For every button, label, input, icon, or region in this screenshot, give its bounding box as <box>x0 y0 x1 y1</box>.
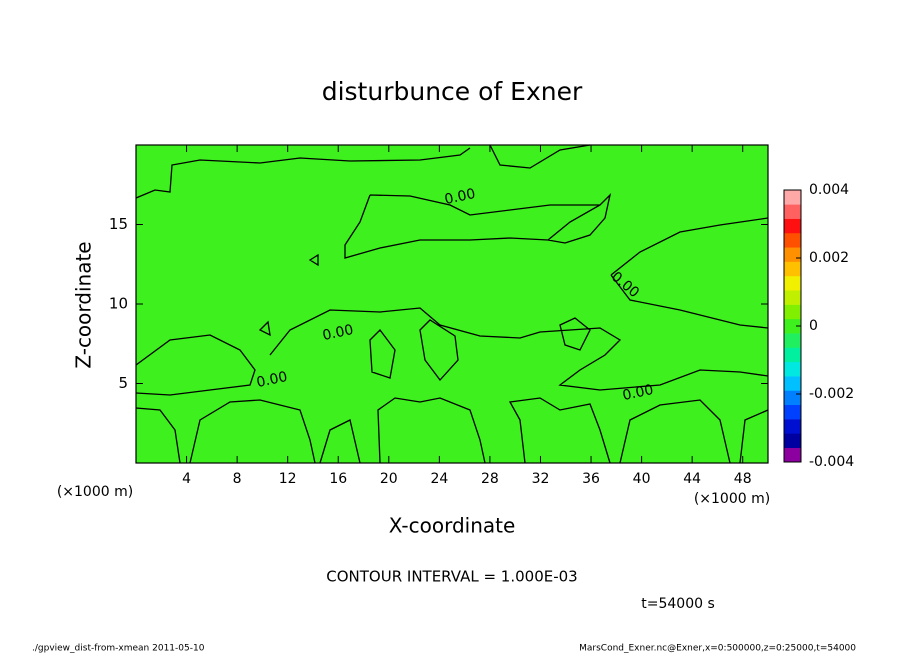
colorbar-tick-label: -0.004 <box>809 454 854 470</box>
x-tick-label: 36 <box>582 471 600 487</box>
colorbar-bin <box>784 333 801 348</box>
colorbar-bin <box>784 261 801 277</box>
contour-interval: CONTOUR INTERVAL = 1.000E-03 <box>326 568 577 586</box>
x-tick-label: 20 <box>380 471 398 487</box>
contour-label: 0.00 <box>621 382 655 404</box>
colorbar-bin <box>784 204 801 219</box>
x-tick-label: 28 <box>481 471 499 487</box>
contour-label: 0.00 <box>255 369 289 391</box>
y-tick-label: 5 <box>118 374 128 392</box>
colorbar-bin <box>784 218 801 234</box>
colorbar-bin <box>784 318 801 334</box>
x-tick-label: 24 <box>430 471 448 487</box>
contour-lines <box>135 144 769 464</box>
colorbar-bin <box>784 447 801 463</box>
contour-field <box>136 145 768 463</box>
colorbar-bin <box>784 404 801 420</box>
x-tick-label: 40 <box>633 471 651 487</box>
footer-right: MarsCond_Exner.nc@Exner,x=0:500000,z=0:2… <box>579 644 856 654</box>
y-tick-label: 10 <box>109 295 128 313</box>
y-tick-label: 15 <box>109 215 128 233</box>
colorbar-bin <box>784 390 801 406</box>
x-tick-label: 48 <box>734 471 752 487</box>
contour-label: 0.00 <box>443 186 477 208</box>
contour-label: 0.00 <box>321 322 355 344</box>
footer-left: ./gpview_dist-from-xmean 2011-05-10 <box>32 644 205 654</box>
colorbar-bin <box>784 290 801 305</box>
colorbar-tick-label: 0 <box>809 318 818 334</box>
x-axis-label: X-coordinate <box>389 514 516 538</box>
x-tick-label: 44 <box>683 471 701 487</box>
time-label: t=54000 s <box>641 596 715 612</box>
colorbar-tick-label: 0.004 <box>809 182 849 198</box>
x-tick-label: 4 <box>182 471 191 487</box>
colorbar-bin <box>784 419 801 434</box>
x-tick-label: 32 <box>532 471 550 487</box>
colorbar-bin <box>784 376 801 391</box>
colorbar-tick-label: -0.002 <box>809 386 854 402</box>
x-tick-label: 8 <box>233 471 242 487</box>
colorbar-bin <box>784 347 801 363</box>
x-tick-label: 12 <box>279 471 297 487</box>
colorbar-bin <box>784 190 801 205</box>
y-axis-label: Z-coordinate <box>72 241 96 368</box>
colorbar-bin <box>784 247 801 262</box>
colorbar-bin <box>784 361 801 377</box>
colorbar-tick-label: 0.002 <box>809 250 849 266</box>
chart-title: disturbunce of Exner <box>322 77 583 106</box>
colorbar-bin <box>784 232 801 248</box>
colorbar-bin <box>784 275 801 291</box>
colorbar-bin <box>784 304 801 320</box>
x-tick-label: 16 <box>329 471 347 487</box>
x-unit-right: (×1000 m) <box>694 491 770 507</box>
colorbar-bin <box>784 433 801 448</box>
x-unit-left: (×1000 m) <box>57 484 133 500</box>
